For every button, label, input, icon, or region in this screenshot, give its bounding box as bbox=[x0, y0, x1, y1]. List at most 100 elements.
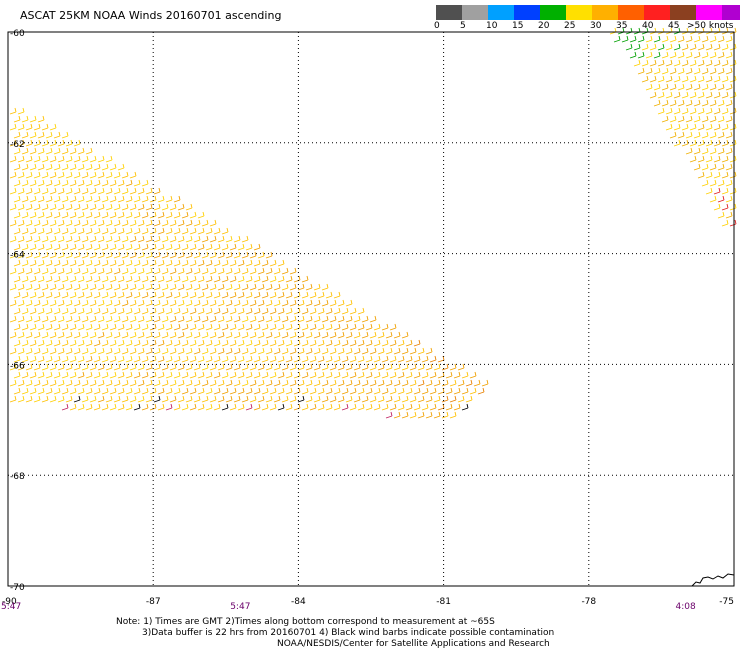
legend-swatch bbox=[592, 5, 618, 20]
wind-barb bbox=[277, 307, 285, 315]
wind-barb bbox=[9, 203, 17, 211]
wind-barb bbox=[25, 395, 33, 403]
wind-barb bbox=[441, 363, 449, 371]
wind-barb bbox=[213, 275, 221, 283]
wind-barb bbox=[181, 371, 189, 379]
wind-barb bbox=[293, 387, 301, 395]
wind-barb bbox=[677, 115, 685, 123]
wind-barb bbox=[357, 323, 365, 331]
wind-barb bbox=[713, 155, 721, 163]
wind-barb bbox=[17, 283, 25, 291]
wind-barb bbox=[229, 307, 237, 315]
legend-label: 20 bbox=[538, 21, 550, 31]
wind-barb bbox=[433, 363, 441, 371]
wind-barb bbox=[45, 355, 53, 363]
wind-barb bbox=[697, 43, 705, 51]
wind-barb bbox=[133, 307, 141, 315]
note-line-3: NOAA/NESDIS/Center for Satellite Applica… bbox=[277, 639, 550, 649]
wind-barb bbox=[181, 323, 189, 331]
wind-barb bbox=[17, 315, 25, 323]
wind-barb bbox=[389, 371, 397, 379]
wind-barb bbox=[89, 283, 97, 291]
wind-barb bbox=[377, 379, 385, 387]
wind-barb bbox=[89, 299, 97, 307]
wind-barb bbox=[445, 371, 453, 379]
wind-barb bbox=[289, 315, 297, 323]
wind-barb bbox=[417, 379, 425, 387]
wind-barb bbox=[61, 275, 69, 283]
wind-barb bbox=[73, 347, 81, 355]
wind-barb bbox=[341, 355, 349, 363]
wind-barb bbox=[261, 339, 269, 347]
wind-barb bbox=[85, 355, 93, 363]
wind-barb bbox=[449, 363, 457, 371]
wind-barb bbox=[249, 267, 257, 275]
wind-barb bbox=[653, 67, 661, 75]
wind-barb bbox=[253, 355, 261, 363]
wind-barb bbox=[13, 179, 21, 187]
wind-barb bbox=[113, 283, 121, 291]
wind-barb bbox=[81, 363, 89, 371]
wind-barb bbox=[177, 331, 185, 339]
wind-barb bbox=[237, 275, 245, 283]
wind-barb bbox=[177, 267, 185, 275]
wind-barb bbox=[249, 363, 257, 371]
wind-barb bbox=[61, 403, 69, 411]
wind-barb bbox=[53, 387, 61, 395]
wind-barb bbox=[217, 235, 225, 243]
wind-barb bbox=[297, 283, 305, 291]
wind-barb bbox=[161, 315, 169, 323]
wind-barb bbox=[157, 339, 165, 347]
wind-barb bbox=[173, 291, 181, 299]
wind-barb bbox=[717, 131, 725, 139]
wind-barb bbox=[153, 299, 161, 307]
wind-barb bbox=[141, 243, 149, 251]
wind-barb bbox=[213, 323, 221, 331]
wind-barb bbox=[69, 195, 77, 203]
map-frame bbox=[7, 31, 735, 587]
wind-barb bbox=[169, 331, 177, 339]
wind-barb bbox=[217, 347, 225, 355]
wind-barb bbox=[153, 395, 161, 403]
wind-barb bbox=[77, 371, 85, 379]
wind-barb bbox=[177, 251, 185, 259]
wind-barb bbox=[69, 387, 77, 395]
wind-barb bbox=[225, 235, 233, 243]
wind-barb bbox=[257, 267, 265, 275]
wind-barb bbox=[153, 331, 161, 339]
wind-barb bbox=[281, 267, 289, 275]
wind-barb bbox=[225, 363, 233, 371]
wind-barb bbox=[29, 339, 37, 347]
wind-barb bbox=[93, 195, 101, 203]
wind-barb bbox=[661, 35, 669, 43]
wind-barb bbox=[329, 331, 337, 339]
wind-barb bbox=[89, 171, 97, 179]
wind-barb bbox=[253, 403, 261, 411]
wind-barb bbox=[73, 267, 81, 275]
wind-barb bbox=[313, 331, 321, 339]
wind-barb bbox=[333, 323, 341, 331]
wind-barb bbox=[637, 51, 645, 59]
wind-barb bbox=[165, 323, 173, 331]
wind-barb bbox=[13, 115, 21, 123]
wind-barb bbox=[241, 363, 249, 371]
wind-barb bbox=[169, 299, 177, 307]
wind-barb bbox=[169, 379, 177, 387]
wind-barb bbox=[201, 379, 209, 387]
wind-barb bbox=[461, 371, 469, 379]
wind-barb bbox=[141, 339, 149, 347]
wind-barb bbox=[37, 323, 45, 331]
wind-barb bbox=[209, 219, 217, 227]
wind-barb bbox=[193, 315, 201, 323]
wind-barb bbox=[213, 243, 221, 251]
wind-barb bbox=[113, 203, 121, 211]
wind-barb bbox=[117, 339, 125, 347]
wind-barb bbox=[189, 243, 197, 251]
wind-barb bbox=[69, 163, 77, 171]
wind-barb bbox=[61, 259, 69, 267]
wind-barb bbox=[201, 395, 209, 403]
wind-barb bbox=[405, 387, 413, 395]
wind-barb bbox=[57, 139, 65, 147]
wind-barb bbox=[257, 331, 265, 339]
wind-barb bbox=[61, 387, 69, 395]
